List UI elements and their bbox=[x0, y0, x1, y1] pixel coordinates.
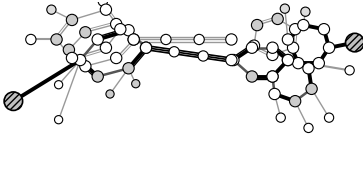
Circle shape bbox=[198, 51, 208, 61]
Circle shape bbox=[92, 71, 103, 82]
Circle shape bbox=[267, 42, 278, 53]
Circle shape bbox=[54, 116, 63, 124]
Circle shape bbox=[306, 83, 317, 94]
Circle shape bbox=[226, 34, 237, 45]
Circle shape bbox=[282, 54, 294, 66]
Circle shape bbox=[280, 4, 289, 13]
Circle shape bbox=[287, 42, 299, 53]
Circle shape bbox=[323, 42, 335, 53]
Circle shape bbox=[246, 71, 258, 82]
Circle shape bbox=[123, 25, 134, 36]
Circle shape bbox=[111, 18, 122, 30]
Circle shape bbox=[4, 92, 23, 110]
Circle shape bbox=[293, 57, 304, 69]
Circle shape bbox=[325, 113, 334, 122]
Circle shape bbox=[140, 42, 152, 53]
Circle shape bbox=[282, 54, 294, 66]
Circle shape bbox=[66, 52, 78, 64]
Circle shape bbox=[100, 4, 111, 15]
Circle shape bbox=[132, 80, 140, 88]
Circle shape bbox=[252, 19, 263, 31]
Circle shape bbox=[194, 34, 204, 45]
Circle shape bbox=[318, 24, 330, 35]
Circle shape bbox=[301, 7, 310, 16]
Circle shape bbox=[298, 19, 309, 31]
Circle shape bbox=[66, 14, 78, 26]
Circle shape bbox=[282, 34, 294, 45]
Circle shape bbox=[267, 49, 278, 60]
Circle shape bbox=[289, 95, 301, 107]
Circle shape bbox=[92, 34, 103, 45]
Circle shape bbox=[80, 27, 91, 38]
Circle shape bbox=[248, 40, 260, 51]
Circle shape bbox=[51, 34, 62, 45]
Circle shape bbox=[111, 52, 122, 64]
Circle shape bbox=[228, 54, 239, 66]
Circle shape bbox=[161, 34, 171, 45]
Circle shape bbox=[303, 63, 314, 74]
Circle shape bbox=[269, 88, 280, 100]
Circle shape bbox=[115, 24, 126, 35]
Circle shape bbox=[304, 123, 313, 132]
Circle shape bbox=[276, 113, 285, 122]
Circle shape bbox=[80, 60, 91, 72]
Circle shape bbox=[128, 34, 139, 45]
Circle shape bbox=[246, 42, 258, 53]
Circle shape bbox=[226, 54, 237, 66]
Circle shape bbox=[54, 81, 63, 89]
Circle shape bbox=[63, 44, 74, 55]
Circle shape bbox=[47, 5, 56, 14]
Circle shape bbox=[169, 47, 179, 57]
Circle shape bbox=[267, 71, 278, 82]
Circle shape bbox=[128, 34, 139, 45]
Circle shape bbox=[346, 33, 363, 52]
Circle shape bbox=[74, 54, 86, 66]
Circle shape bbox=[98, 0, 107, 6]
Circle shape bbox=[289, 24, 301, 35]
Circle shape bbox=[272, 13, 283, 25]
Circle shape bbox=[123, 63, 134, 74]
Circle shape bbox=[345, 66, 354, 75]
Circle shape bbox=[140, 42, 152, 53]
Circle shape bbox=[313, 57, 325, 69]
Circle shape bbox=[106, 90, 114, 98]
Circle shape bbox=[267, 71, 278, 82]
Circle shape bbox=[26, 34, 36, 45]
Circle shape bbox=[100, 42, 111, 53]
